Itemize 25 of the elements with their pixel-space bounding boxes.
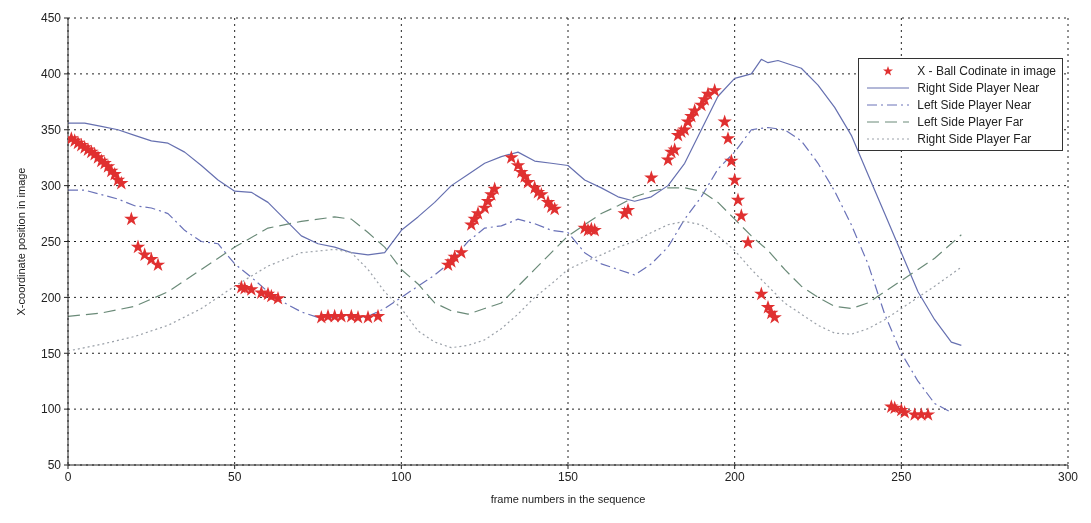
- x-tick-label: 50: [227, 469, 242, 484]
- y-tick-label: 400: [40, 67, 62, 82]
- y-tick-label: 50: [47, 458, 62, 473]
- x-tick-label: 150: [557, 469, 579, 484]
- y-tick-label: 250: [40, 234, 62, 249]
- x-tick-label: 0: [64, 469, 72, 484]
- y-tick-label: 300: [40, 178, 62, 193]
- line-series: [68, 220, 962, 352]
- y-tick-label: 350: [40, 123, 62, 138]
- legend-label: Left Side Player Far: [917, 114, 1024, 129]
- legend-label: Right Side Player Far: [917, 131, 1032, 146]
- x-axis-title: frame numbers in the sequence: [490, 493, 646, 505]
- y-tick-label: 150: [40, 346, 62, 361]
- x-tick-label: 200: [724, 469, 745, 484]
- legend-label: X - Ball Codinate in image: [917, 63, 1056, 78]
- line-series: [68, 187, 962, 317]
- y-tick-label: 450: [40, 11, 62, 26]
- legend-label: Left Side Player Near: [917, 97, 1032, 112]
- y-tick-label: 200: [40, 290, 62, 305]
- y-axis-title: X-coordinate position in image: [14, 167, 27, 316]
- x-tick-label: 300: [1057, 469, 1079, 484]
- y-tick-label: 100: [40, 402, 62, 417]
- x-tick-label: 100: [391, 469, 412, 484]
- x-tick-label: 250: [891, 469, 912, 484]
- legend-label: Right Side Player Near: [917, 80, 1040, 95]
